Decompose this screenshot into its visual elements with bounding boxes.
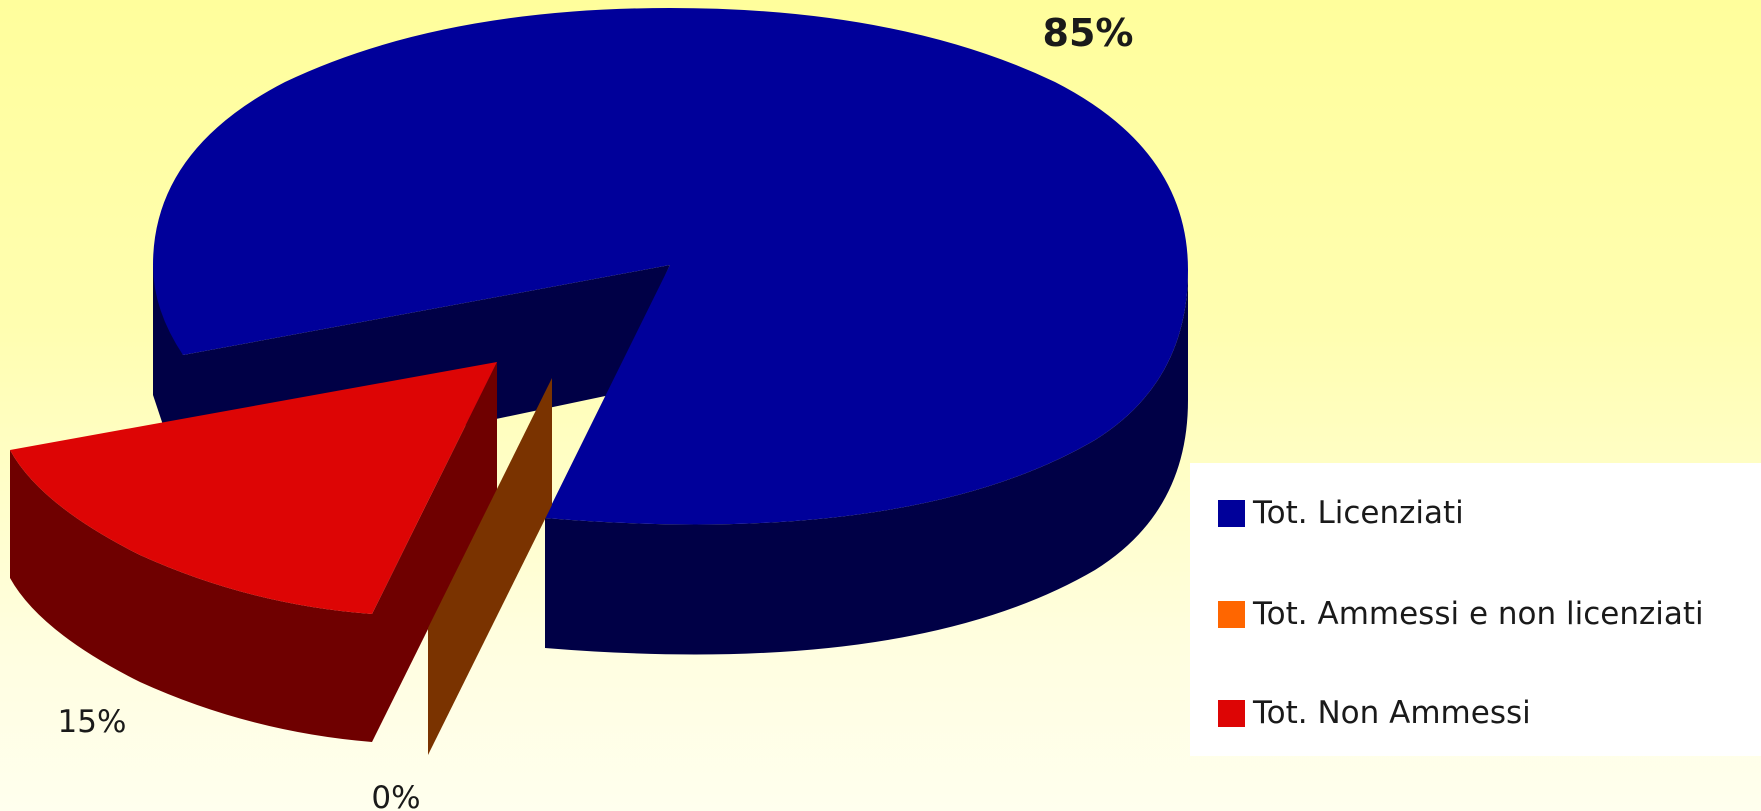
legend-label: Tot. Ammessi e non licenziati [1253, 596, 1704, 632]
legend: Tot. Licenziati Tot. Ammessi e non licen… [1190, 463, 1761, 756]
legend-swatch [1218, 499, 1245, 527]
slice-side-ammessi-non-licenziati [428, 378, 552, 755]
slice-side-licenziati [545, 270, 1188, 655]
legend-label: Tot. Non Ammessi [1253, 695, 1531, 731]
data-label-ammessi-non-licenziati: 0% [371, 780, 420, 811]
legend-swatch [1218, 699, 1245, 727]
slice-top-licenziati [153, 8, 1188, 525]
slice-side-non-ammessi [10, 450, 372, 742]
legend-item-ammessi-non-licenziati: Tot. Ammessi e non licenziati [1218, 594, 1704, 634]
slice-side-non-ammessi [372, 362, 497, 742]
data-label-licenziati: 85% [1043, 11, 1134, 55]
data-label-non-ammessi: 15% [58, 704, 127, 740]
legend-label: Tot. Licenziati [1253, 495, 1464, 531]
slice-top-non-ammessi [10, 362, 497, 614]
legend-item-non-ammessi: Tot. Non Ammessi [1218, 693, 1531, 733]
legend-swatch [1218, 600, 1245, 628]
legend-item-licenziati: Tot. Licenziati [1218, 493, 1464, 533]
